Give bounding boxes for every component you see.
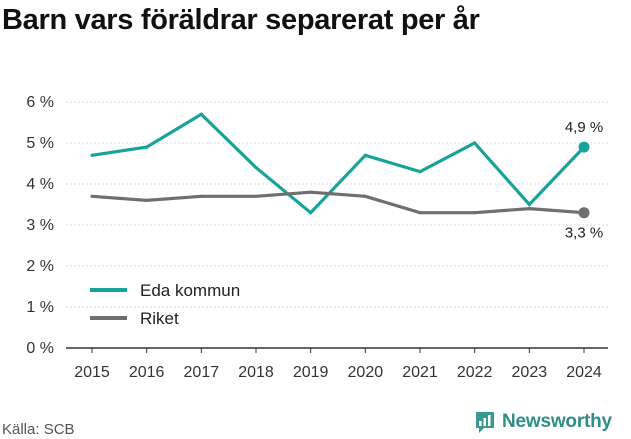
data-point [309,211,313,215]
x-tick-label: 2022 [457,364,493,381]
series-line-2 [91,190,585,215]
data-point [145,198,149,202]
x-tick-label: 2019 [293,364,329,381]
series-end-point [578,141,590,153]
series-line-1 [91,112,586,215]
y-tick-label: 1 % [26,299,54,316]
y-tick-label: 0 % [26,340,54,357]
y-tick-label: 3 % [26,217,54,234]
chart-title: Barn vars föräldrar separerat per år [2,4,480,36]
end-value-label: 4,9 % [565,119,603,136]
data-point [254,194,258,198]
legend-label: Riket [140,309,179,328]
data-point [199,112,203,116]
x-tick-label: 2016 [129,364,165,381]
series-end-point [578,207,590,219]
data-point [254,166,258,170]
data-point [309,190,313,194]
x-tick-label: 2020 [348,364,384,381]
source-note: Källa: SCB [2,421,75,438]
data-point [363,153,367,157]
end-value-label: 3,3 % [565,225,603,242]
x-tick-label: 2015 [74,364,110,381]
x-tick-label: 2023 [512,364,548,381]
brand-logo[interactable]: Newsworthy [474,410,612,434]
data-point [363,194,367,198]
newsworthy-logo-icon [476,412,494,433]
y-tick-label: 2 % [26,258,54,275]
brand-name: Newsworthy [502,411,612,432]
data-point [473,211,477,215]
data-point [527,207,531,211]
x-tick-label: 2024 [566,364,602,381]
y-tick-label: 4 % [26,176,54,193]
line-chart: 0 % 1 % 2 % 3 % 4 % 5 % 6 % 2015 2016 2017 2018 201… [26,94,608,381]
data-point [527,202,531,207]
y-tick-label: 6 % [26,94,54,111]
data-point [199,194,203,198]
x-tick-label: 2018 [238,364,274,381]
data-point [90,194,94,198]
data-point [473,141,477,145]
y-tick-label: 5 % [26,135,54,152]
data-point [418,211,422,215]
data-point [145,145,149,149]
data-point [90,153,94,157]
x-tick-label: 2017 [184,364,220,381]
x-tick-label: 2021 [402,364,438,381]
data-point [418,170,422,174]
legend-label: Eda kommun [140,281,240,300]
